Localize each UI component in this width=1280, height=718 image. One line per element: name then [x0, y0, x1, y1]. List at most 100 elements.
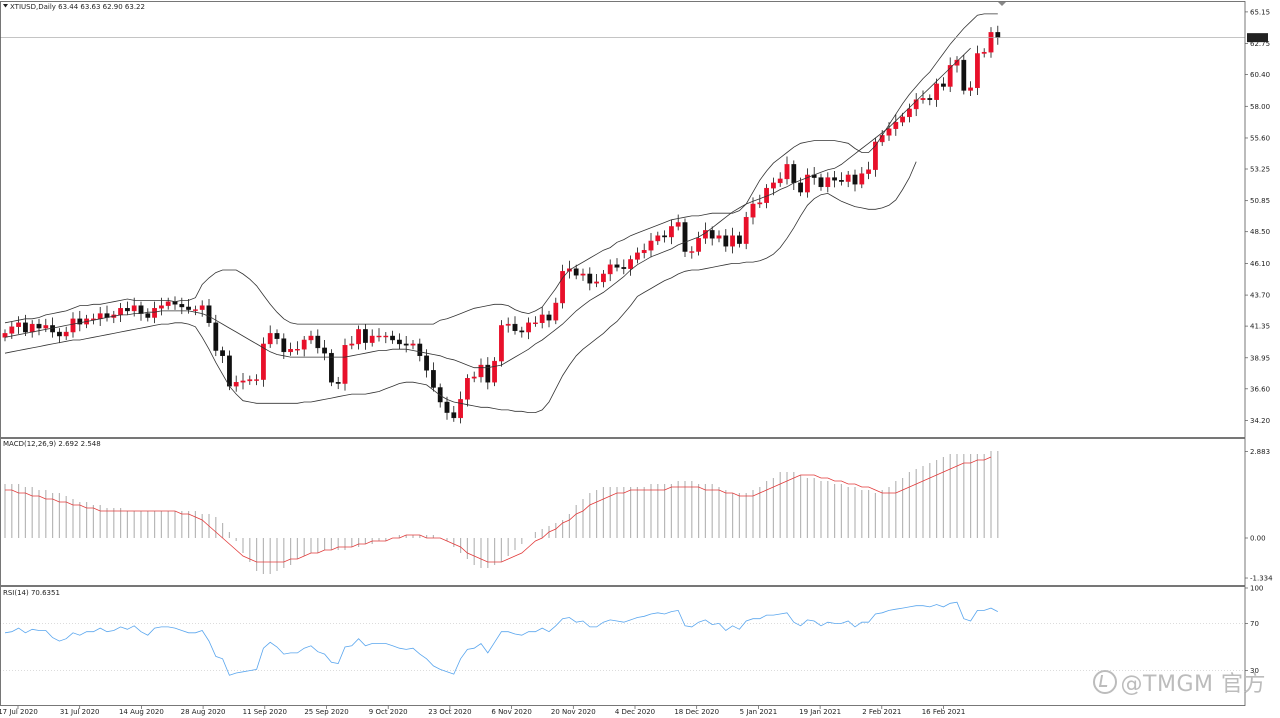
- candle[interactable]: [57, 331, 62, 337]
- candle[interactable]: [941, 83, 946, 87]
- candle[interactable]: [97, 313, 103, 320]
- candle[interactable]: [261, 343, 266, 380]
- candle[interactable]: [723, 235, 729, 247]
- candle[interactable]: [607, 264, 613, 275]
- candle[interactable]: [485, 364, 491, 383]
- candle[interactable]: [818, 177, 824, 188]
- candle[interactable]: [587, 273, 593, 284]
- candle[interactable]: [601, 273, 606, 283]
- candle[interactable]: [179, 304, 185, 308]
- candle[interactable]: [192, 309, 198, 311]
- candle[interactable]: [288, 349, 293, 353]
- candle[interactable]: [233, 382, 239, 387]
- candle[interactable]: [954, 59, 960, 66]
- candle[interactable]: [451, 412, 457, 419]
- candle[interactable]: [465, 378, 470, 400]
- candle[interactable]: [118, 308, 124, 316]
- candle[interactable]: [29, 323, 35, 333]
- candle[interactable]: [533, 322, 538, 325]
- candle[interactable]: [546, 314, 552, 321]
- candle[interactable]: [852, 174, 858, 185]
- candle[interactable]: [363, 329, 368, 343]
- candle[interactable]: [777, 178, 783, 184]
- candle[interactable]: [526, 322, 532, 333]
- candle[interactable]: [927, 98, 933, 100]
- candle[interactable]: [124, 308, 130, 312]
- candle[interactable]: [16, 322, 21, 327]
- candle[interactable]: [145, 313, 151, 318]
- candle[interactable]: [274, 333, 280, 339]
- candle[interactable]: [539, 314, 545, 324]
- candle[interactable]: [859, 173, 865, 185]
- candle[interactable]: [784, 164, 790, 180]
- candle[interactable]: [628, 259, 634, 269]
- candle[interactable]: [478, 364, 484, 378]
- candle[interactable]: [968, 87, 974, 91]
- candle[interactable]: [995, 32, 1001, 38]
- candle[interactable]: [709, 230, 715, 239]
- candle[interactable]: [281, 338, 287, 353]
- candle[interactable]: [573, 268, 579, 276]
- candle[interactable]: [635, 252, 640, 260]
- candle[interactable]: [138, 305, 144, 314]
- candle[interactable]: [519, 330, 525, 333]
- candle[interactable]: [301, 339, 307, 350]
- candle[interactable]: [471, 376, 477, 379]
- candle[interactable]: [675, 222, 681, 227]
- candle[interactable]: [206, 305, 212, 324]
- candle[interactable]: [131, 305, 137, 312]
- candle[interactable]: [961, 59, 967, 91]
- candle[interactable]: [369, 335, 375, 343]
- symbol-dropdown-icon[interactable]: [3, 4, 8, 8]
- candle[interactable]: [505, 323, 511, 326]
- candle[interactable]: [682, 222, 688, 252]
- candle[interactable]: [220, 350, 225, 357]
- candle[interactable]: [594, 281, 600, 284]
- candle[interactable]: [832, 177, 838, 181]
- candle[interactable]: [648, 240, 654, 251]
- candle[interactable]: [186, 306, 191, 310]
- candle[interactable]: [737, 235, 742, 244]
- candle[interactable]: [907, 108, 912, 118]
- candle[interactable]: [383, 335, 389, 338]
- candle[interactable]: [247, 379, 253, 382]
- candle[interactable]: [805, 174, 810, 193]
- candle[interactable]: [886, 128, 892, 136]
- candle[interactable]: [458, 399, 463, 419]
- candle[interactable]: [295, 349, 300, 351]
- rsi-panel[interactable]: 100 70 30: [0, 585, 1263, 676]
- candle[interactable]: [417, 343, 423, 357]
- candle[interactable]: [349, 343, 355, 346]
- candle[interactable]: [621, 267, 627, 269]
- candle[interactable]: [655, 235, 661, 242]
- candle[interactable]: [696, 238, 702, 252]
- candle[interactable]: [254, 379, 259, 381]
- candle[interactable]: [771, 182, 776, 189]
- candle[interactable]: [934, 83, 940, 100]
- candle[interactable]: [410, 343, 416, 346]
- candle[interactable]: [240, 380, 246, 383]
- candle[interactable]: [879, 135, 885, 143]
- candle[interactable]: [70, 318, 76, 333]
- candle[interactable]: [757, 202, 763, 205]
- candle[interactable]: [798, 182, 804, 193]
- candle[interactable]: [750, 203, 756, 218]
- candle[interactable]: [356, 329, 361, 345]
- candle[interactable]: [873, 141, 878, 170]
- candle[interactable]: [913, 99, 919, 110]
- candle[interactable]: [444, 401, 450, 413]
- candle[interactable]: [322, 347, 327, 354]
- candle[interactable]: [226, 355, 232, 387]
- candle[interactable]: [689, 251, 695, 253]
- candle[interactable]: [499, 325, 504, 362]
- candle[interactable]: [199, 305, 205, 310]
- candle[interactable]: [437, 387, 443, 403]
- candle[interactable]: [716, 235, 722, 239]
- candle[interactable]: [900, 116, 906, 123]
- candle[interactable]: [36, 323, 42, 329]
- candle[interactable]: [866, 169, 872, 174]
- candle[interactable]: [43, 325, 49, 329]
- candle[interactable]: [580, 273, 586, 276]
- candle[interactable]: [947, 65, 953, 87]
